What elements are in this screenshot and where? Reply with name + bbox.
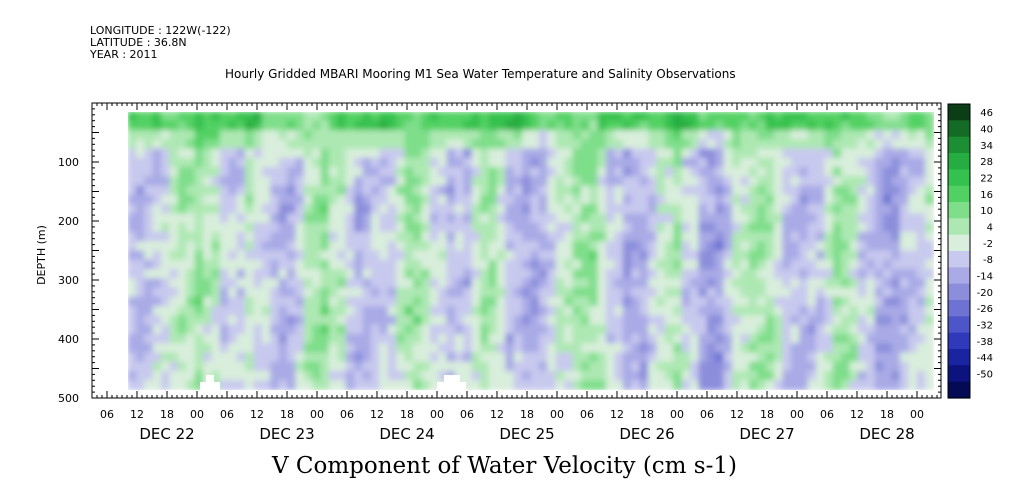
colorbar-label: -50 (977, 370, 993, 381)
x-hour-tick-label: 12 (250, 408, 264, 421)
x-hour-tick-label: 00 (310, 408, 324, 421)
latitude-label: LATITUDE : 36.8N (90, 36, 187, 49)
x-hour-tick-label: 12 (130, 408, 144, 421)
x-hour-tick-label: 00 (430, 408, 444, 421)
x-hour-tick-label: 18 (400, 408, 414, 421)
colorbar-label: -26 (977, 304, 993, 315)
colorbar-swatch (948, 218, 970, 236)
colorbar-label: -14 (977, 272, 993, 283)
x-day-label: DEC 22 (139, 425, 194, 443)
colorbar-label: 28 (980, 157, 993, 168)
x-hour-tick-label: 18 (640, 408, 654, 421)
x-hour-tick-label: 12 (730, 408, 744, 421)
colorbar-swatch (948, 169, 970, 187)
y-tick-label: 500 (58, 392, 79, 405)
colorbar-swatch (948, 251, 970, 268)
colorbar-swatch (948, 153, 970, 170)
colorbar-swatch (948, 267, 970, 285)
x-hour-tick-label: 18 (880, 408, 894, 421)
y-tick-label: 400 (58, 333, 79, 346)
x-hour-tick-label: 06 (220, 408, 234, 421)
x-hour-tick-label: 06 (700, 408, 714, 421)
y-tick-label: 300 (58, 274, 79, 287)
colorbar-swatch (948, 365, 970, 383)
x-hour-tick-label: 06 (820, 408, 834, 421)
colorbar-swatch (948, 300, 970, 317)
colorbar-swatch (948, 136, 970, 154)
y-axis-label: DEPTH (m) (35, 225, 48, 285)
x-day-label: DEC 24 (379, 425, 434, 443)
colorbar: 46 40 34 28 22 16 10 4 -2 -8 -14 -20 -26 -32 -38 -44 -50 (947, 103, 993, 399)
x-hour-tick-label: 00 (550, 408, 564, 421)
colorbar-label: 4 (987, 223, 993, 234)
x-hour-tick-label: 12 (610, 408, 624, 421)
colorbar-swatch (948, 120, 970, 138)
colorbar-label: 22 (980, 174, 993, 185)
x-hour-tick-label: 18 (280, 408, 294, 421)
chart-title: Hourly Gridded MBARI Mooring M1 Sea Wate… (225, 67, 736, 81)
x-day-label: DEC 28 (859, 425, 914, 443)
chart-subtitle: V Component of Water Velocity (cm s-1) (272, 453, 737, 479)
colorbar-label: -8 (983, 255, 993, 266)
longitude-label: LONGITUDE : 122W(-122) (90, 24, 231, 37)
x-hour-tick-label: 12 (850, 408, 864, 421)
colorbar-label: -2 (983, 239, 993, 250)
x-day-label: DEC 26 (619, 425, 674, 443)
x-day-label: DEC 27 (739, 425, 794, 443)
colorbar-swatch (948, 104, 970, 121)
colorbar-swatch (948, 202, 970, 219)
x-hour-tick-label: 12 (490, 408, 504, 421)
x-hour-tick-label: 00 (790, 408, 804, 421)
y-tick-label: 100 (58, 156, 79, 169)
x-hour-tick-label: 00 (910, 408, 924, 421)
x-hour-tick-label: 18 (520, 408, 534, 421)
colorbar-swatch (948, 283, 970, 301)
colorbar-label: 10 (980, 206, 993, 217)
plot-area (128, 112, 934, 391)
x-hour-tick-label: 00 (670, 408, 684, 421)
x-hour-tick-label: 06 (340, 408, 354, 421)
colorbar-swatch (948, 234, 970, 252)
x-day-label: DEC 23 (259, 425, 314, 443)
year-label: YEAR : 2011 (90, 48, 158, 61)
x-day-label: DEC 25 (499, 425, 554, 443)
colorbar-label: -38 (977, 337, 993, 348)
colorbar-label: 34 (980, 141, 993, 152)
x-hour-tick-label: 06 (100, 408, 114, 421)
colorbar-label: -20 (977, 288, 993, 299)
colorbar-swatch (948, 332, 970, 350)
x-hour-tick-label: 18 (760, 408, 774, 421)
x-hour-tick-label: 12 (370, 408, 384, 421)
x-hour-tick-label: 06 (460, 408, 474, 421)
colorbar-label: 46 (980, 108, 993, 119)
x-hour-tick-label: 00 (190, 408, 204, 421)
colorbar-label: -44 (977, 353, 993, 364)
colorbar-label: 40 (980, 125, 993, 136)
colorbar-swatch (948, 349, 970, 366)
colorbar-swatch (948, 316, 970, 334)
x-hour-tick-label: 06 (580, 408, 594, 421)
x-hour-tick-label: 18 (160, 408, 174, 421)
axes: 100 200 300 400 500 06 12 18 00 06 12 18 00 06 12 18 00 0… (58, 102, 942, 443)
colorbar-label: 16 (980, 190, 993, 201)
y-tick-label: 200 (58, 215, 79, 228)
colorbar-swatch (948, 381, 970, 399)
colorbar-swatch (948, 185, 970, 203)
colorbar-label: -32 (977, 321, 993, 332)
